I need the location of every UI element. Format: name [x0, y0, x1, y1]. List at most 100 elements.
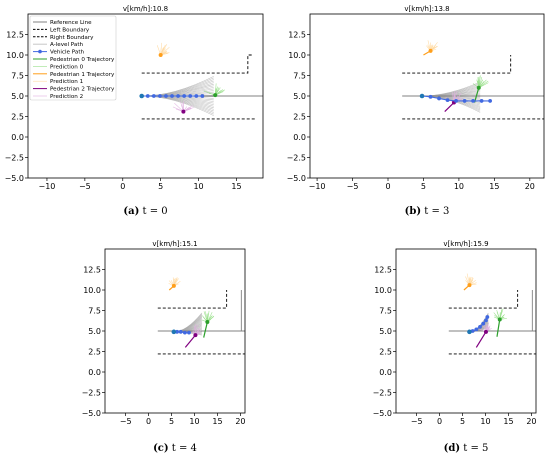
y-tick-label: −5.0 [82, 409, 101, 418]
vehicle-path-point [151, 94, 156, 98]
y-tick-label: 10.0 [288, 51, 306, 60]
pedestrian-0-marker [213, 93, 218, 98]
x-tick-label: 0 [146, 417, 151, 426]
legend-label: Vehicle Path [50, 50, 85, 56]
y-tick-label: 7.5 [11, 71, 24, 80]
caption-label: (d) [444, 443, 460, 454]
legend-label: Right Boundary [50, 35, 94, 41]
pedestrian-1-marker [158, 53, 163, 57]
y-tick-label: 2.5 [11, 112, 24, 121]
vehicle-path-point [176, 94, 180, 98]
legend-label: Pedestrian 0 Trajectory [50, 57, 115, 63]
x-tick-label: 10 [189, 417, 199, 426]
caption-text: t = 0 [139, 206, 167, 217]
vehicle-path-point [164, 94, 168, 98]
vehicle-path-point [170, 94, 174, 98]
vehicle-start-point [467, 329, 472, 335]
y-tick-label: 5.0 [293, 92, 306, 101]
chart-title: v[km/h]:10.8 [123, 5, 168, 13]
vehicle-path-point [188, 94, 193, 98]
vehicle-path-point [437, 96, 441, 101]
plot-area [402, 40, 544, 120]
left-boundary [448, 290, 519, 309]
vehicle-start-point [419, 93, 425, 99]
y-tick-label: −5.0 [287, 174, 306, 183]
y-tick-label: −5.0 [5, 174, 24, 183]
y-tick-label: 7.5 [379, 306, 392, 315]
x-tick-label: 20 [526, 417, 536, 426]
legend-label: Reference Line [50, 20, 92, 26]
y-tick-label: 12.5 [6, 30, 24, 39]
y-tick-label: 2.5 [293, 112, 306, 121]
y-tick-label: 0.0 [88, 368, 101, 377]
prediction-1-line [160, 42, 162, 56]
subfigure-caption: (b) t = 3 [405, 206, 450, 217]
caption-label: (b) [405, 206, 421, 217]
vehicle-path-point [484, 318, 488, 323]
y-tick-label: 12.5 [83, 265, 101, 274]
y-tick-label: −2.5 [5, 153, 24, 162]
legend-label: Prediction 2 [50, 94, 83, 100]
x-tick-label: 10 [454, 182, 464, 191]
chart-title: v[km/h]:15.1 [152, 240, 197, 248]
pedestrian-2-marker [483, 329, 488, 334]
pedestrian-0-trajectory [473, 87, 480, 103]
pedestrian-1-marker [467, 283, 472, 288]
vehicle-path-point [187, 330, 191, 335]
x-tick-label: 15 [231, 182, 241, 191]
pedestrian-2-trajectory [475, 331, 487, 348]
vehicle-path-point [479, 99, 484, 103]
legend-label: Pedestrian 2 Trajectory [50, 87, 115, 93]
pedestrian-0-trajectory [203, 321, 208, 338]
y-tick-label: 7.5 [293, 71, 306, 80]
caption-text: t = 5 [460, 443, 488, 454]
plot-area [448, 273, 536, 355]
subfigure-caption: (c) t = 4 [153, 443, 197, 454]
vehicle-path-point [145, 94, 150, 98]
y-tick-label: −2.5 [287, 153, 306, 162]
vehicle-path-point [158, 94, 162, 98]
pedestrian-2-marker [193, 333, 198, 338]
pedestrian-1-marker [171, 283, 176, 288]
vehicle-path-point [200, 94, 205, 98]
x-tick-label: −5 [411, 417, 423, 426]
x-tick-label: −5 [120, 417, 132, 426]
x-tick-label: 15 [503, 417, 513, 426]
y-tick-label: 0.0 [293, 133, 306, 142]
legend-label: Pedestrian 1 Trajectory [50, 72, 115, 78]
pedestrian-0-marker [476, 85, 481, 90]
vehicle-path-point [175, 329, 179, 334]
x-tick-label: 10 [193, 182, 203, 191]
pedestrian-0-trajectory [496, 319, 501, 337]
left-boundary [157, 290, 228, 309]
pedestrian-2-marker [181, 109, 186, 114]
y-tick-label: −2.5 [373, 388, 392, 397]
vehicle-path-point [182, 94, 187, 98]
x-tick-label: 5 [460, 417, 465, 426]
x-tick-label: 0 [437, 417, 442, 426]
subfigure-caption: (a) t = 0 [123, 206, 167, 217]
y-tick-label: 10.0 [6, 51, 24, 60]
caption-label: (a) [123, 206, 139, 217]
plot-area [139, 42, 263, 120]
panel-b: v[km/h]:13.8 −10 −5 0 5 10 15 20 −5.0 −2.5 0.0 2.5 5… [287, 5, 545, 217]
chart-title: v[km/h]:13.8 [404, 5, 449, 13]
x-tick-label: 10 [480, 417, 490, 426]
x-tick-label: 0 [385, 182, 390, 191]
left-boundary [402, 55, 512, 74]
y-tick-label: 5.0 [11, 92, 24, 101]
y-tick-label: 2.5 [379, 347, 392, 356]
prediction-2-line [174, 102, 184, 112]
panel-c: v[km/h]:15.1 −5 0 5 10 15 20 −5.0 −2.5 0.0 2.5 5.0 7… [82, 240, 246, 454]
y-tick-label: 5.0 [88, 327, 101, 336]
y-tick-label: 12.5 [374, 265, 392, 274]
x-tick-label: 5 [169, 417, 174, 426]
vehicle-path-point [462, 99, 467, 103]
vehicle-path-point [182, 330, 187, 335]
y-tick-label: 0.0 [379, 368, 392, 377]
x-tick-label: 15 [489, 182, 499, 191]
vehicle-path-point [194, 94, 199, 98]
y-tick-label: 5.0 [379, 327, 392, 336]
vehicle-path-point [428, 94, 433, 99]
plot-area [157, 277, 245, 355]
